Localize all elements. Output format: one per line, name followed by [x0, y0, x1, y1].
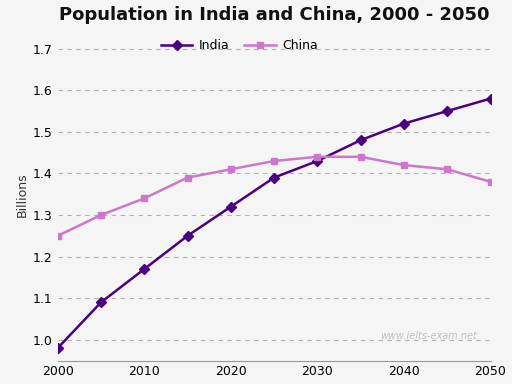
China	[444, 167, 450, 172]
China	[184, 175, 190, 180]
Line: China: China	[54, 153, 494, 239]
India	[55, 346, 61, 351]
China	[98, 213, 104, 217]
India	[314, 159, 321, 163]
China	[55, 233, 61, 238]
Y-axis label: Billions: Billions	[16, 172, 29, 217]
India	[141, 267, 147, 271]
China	[141, 196, 147, 201]
India	[228, 204, 234, 209]
India	[357, 138, 364, 142]
China	[314, 154, 321, 159]
India	[271, 175, 277, 180]
India	[444, 109, 450, 113]
Title: Population in India and China, 2000 - 2050: Population in India and China, 2000 - 20…	[59, 5, 489, 23]
China	[357, 154, 364, 159]
China	[228, 167, 234, 172]
China	[271, 159, 277, 163]
India	[98, 300, 104, 305]
China	[487, 179, 494, 184]
India	[487, 96, 494, 101]
India	[184, 233, 190, 238]
Line: India: India	[54, 95, 494, 352]
Legend: India, China: India, China	[156, 34, 323, 57]
China	[401, 163, 407, 167]
Text: www.ielts-exam.net: www.ielts-exam.net	[380, 331, 478, 341]
India	[401, 121, 407, 126]
